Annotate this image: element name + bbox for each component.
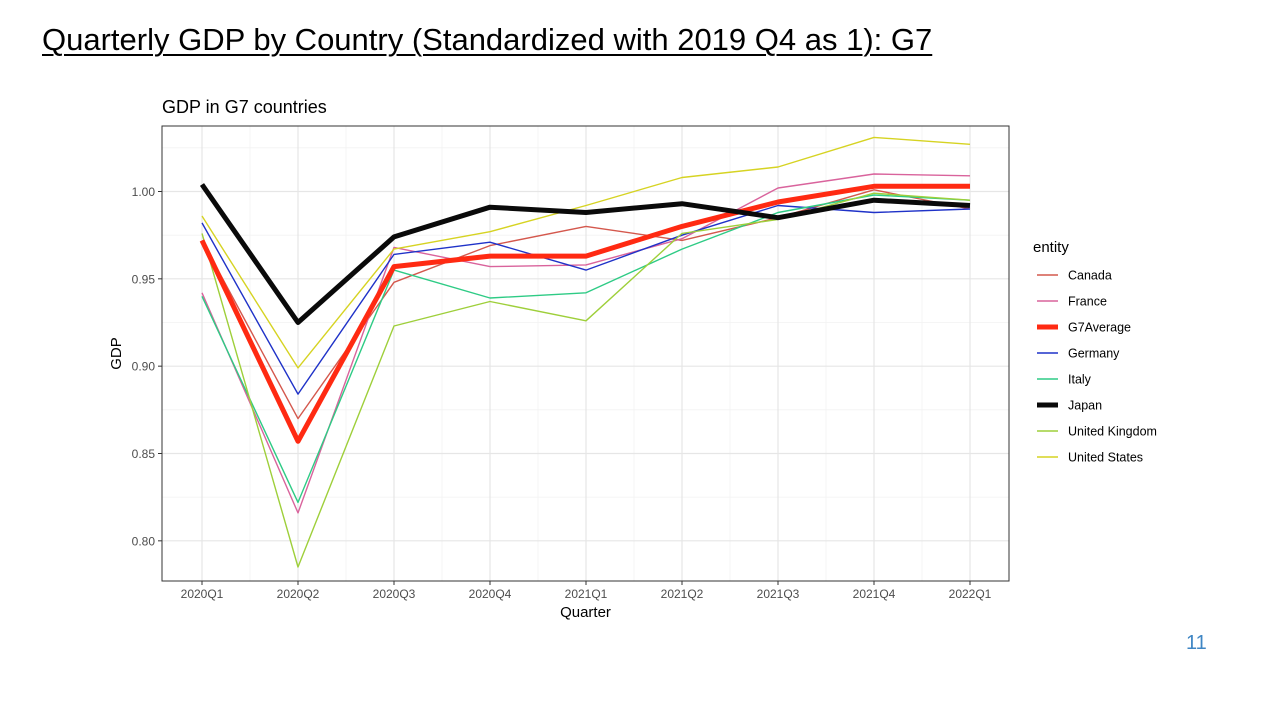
y-tick-label: 0.80 [132, 534, 156, 548]
series-layer [199, 136, 971, 568]
x-tick-label: 2021Q2 [661, 587, 704, 601]
chart-title: GDP in G7 countries [162, 97, 327, 117]
legend-title: entity [1033, 239, 1069, 256]
legend-label-japan: Japan [1068, 399, 1102, 413]
x-tick-label: 2021Q4 [853, 587, 896, 601]
y-tick-label: 0.95 [132, 272, 156, 286]
x-tick-label: 2021Q3 [757, 587, 800, 601]
legend-label-italy: Italy [1068, 373, 1092, 387]
slide-title: Quarterly GDP by Country (Standardized w… [42, 22, 933, 57]
legend-label-germany: Germany [1068, 347, 1120, 361]
series-line-italy [201, 194, 971, 504]
legend-label-g7average: G7Average [1068, 321, 1131, 335]
series-line-g7average [199, 183, 970, 444]
y-tick-label: 0.90 [132, 360, 156, 374]
legend-label-france: France [1068, 295, 1107, 309]
page-number: 11 [1186, 632, 1207, 654]
x-tick-label: 2020Q4 [469, 587, 512, 601]
plot-panel [161, 125, 1010, 582]
series-line-united-states [201, 136, 971, 369]
series-line-japan [199, 183, 971, 325]
x-tick-label: 2022Q1 [949, 587, 992, 601]
legend-label-united-states: United States [1068, 451, 1143, 465]
series-line-united-kingdom [201, 192, 971, 568]
legend-label-united-kingdom: United Kingdom [1068, 425, 1157, 439]
x-tick-label: 2021Q1 [565, 587, 608, 601]
series-line-germany [201, 204, 971, 395]
x-axis: 2020Q1 2020Q2 2020Q3 2020Q4 2021Q1 2021Q2 2021… [181, 581, 992, 601]
y-tick-label: 0.85 [132, 447, 156, 461]
legend: entity Canada France G7Average Germany Italy… [1033, 239, 1157, 465]
x-tick-label: 2020Q1 [181, 587, 224, 601]
x-axis-label: Quarter [560, 604, 611, 621]
x-tick-label: 2020Q2 [277, 587, 320, 601]
y-tick-label: 1.00 [132, 185, 156, 199]
y-axis-label: GDP [108, 337, 125, 370]
x-tick-label: 2020Q3 [373, 587, 416, 601]
y-axis: 0.80 0.85 0.90 0.95 1.00 [132, 185, 162, 548]
series-line-canada [201, 189, 971, 420]
legend-label-canada: Canada [1068, 269, 1112, 283]
